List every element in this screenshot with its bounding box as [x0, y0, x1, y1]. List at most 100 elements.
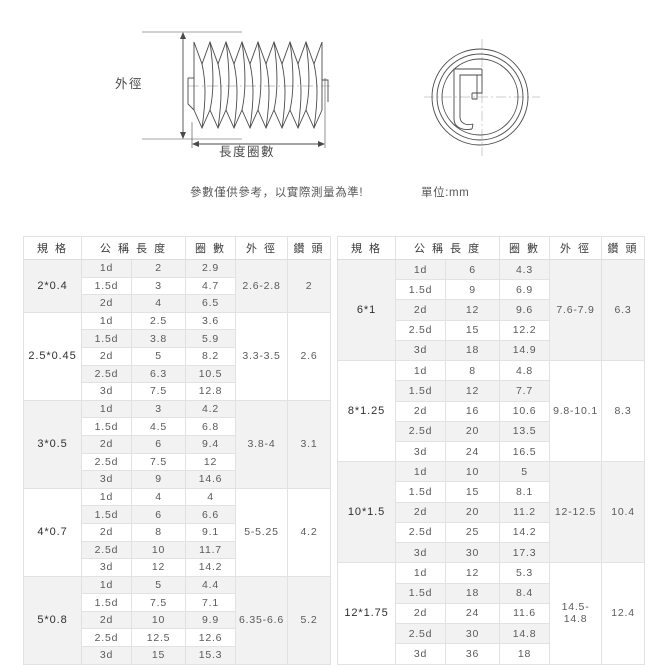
nominal-length-value: 7.5 [130, 593, 187, 612]
turns-value: 12 [185, 452, 237, 472]
spec-group-label: 2.5*0.45 [23, 311, 82, 401]
table-row: 2.5d 25 14.2 [338, 521, 645, 544]
turns-value: 6.5 [185, 294, 237, 313]
nominal-length-label: 2.5d [81, 540, 132, 560]
table-row: 1.5d 4.5 6.8 [24, 417, 331, 436]
drill-value: 6.3 [601, 258, 646, 362]
turns-value: 18 [499, 643, 551, 665]
spec-group-label: 6*1 [337, 258, 397, 362]
turns-value: 4.8 [499, 360, 551, 382]
turns-value: 5.9 [185, 329, 237, 348]
nominal-length-value: 24 [445, 602, 501, 624]
nominal-length-label: 1.5d [395, 582, 447, 604]
drill-value: 8.3 [601, 360, 646, 463]
turns-value: 12.2 [499, 319, 551, 341]
nominal-length-value: 12 [445, 299, 501, 321]
nominal-length-value: 4 [130, 294, 187, 313]
nominal-length-label: 3d [395, 440, 447, 463]
nominal-length-label: 1.5d [395, 481, 447, 503]
nominal-length-value: 6 [130, 434, 187, 454]
header-spec: 規 格 [337, 236, 397, 260]
table-row: 2.5d 7.5 12 [24, 452, 331, 472]
nominal-length-label: 1d [81, 487, 132, 507]
outer-diameter-value: 6.35-6.6 [235, 575, 289, 665]
nominal-length-label: 1d [81, 399, 132, 419]
turns-value: 4.7 [185, 276, 237, 296]
turns-value: 6.9 [499, 279, 551, 301]
nominal-length-value: 20 [445, 420, 501, 442]
nominal-length-value: 2.5 [130, 311, 187, 331]
spec-group-label: 5*0.8 [23, 575, 82, 665]
nominal-length-value: 12 [445, 380, 501, 402]
header-outer-diameter: 外 徑 [549, 236, 603, 260]
drill-value: 4.2 [287, 487, 332, 577]
turns-value: 14.8 [499, 622, 551, 645]
coil-insert-side-view-icon [142, 31, 330, 148]
nominal-length-label: 1.5d [81, 593, 132, 612]
nominal-length-value: 4.5 [130, 417, 187, 436]
outer-diameter-value: 3.8-4 [235, 399, 289, 489]
table-row: 10*1.5 1d 10 5 12-12.5 10.4 [337, 461, 646, 564]
spec-group-label: 8*1.25 [337, 360, 397, 463]
nominal-length-value: 3 [130, 276, 187, 296]
turns-value: 5 [499, 461, 551, 483]
coil-insert-end-view-icon [424, 39, 540, 156]
nominal-length-value: 8 [445, 360, 501, 382]
table-header-row: 規 格 公 稱 長 度 圈 數 外 徑 鑽 頭 [337, 236, 646, 260]
nominal-length-value: 12.5 [130, 628, 187, 648]
turns-value: 9.1 [185, 522, 237, 542]
nominal-length-label: 1.5d [395, 279, 447, 301]
nominal-length-label: 2.5d [81, 452, 132, 472]
turns-value: 4.2 [185, 399, 237, 419]
turns-value: 17.3 [499, 542, 551, 564]
outer-diameter-value: 14.5-14.8 [549, 562, 603, 665]
drill-value: 3.1 [287, 399, 332, 489]
nominal-length-label: 2d [395, 501, 447, 523]
header-spec: 規 格 [23, 236, 82, 260]
nominal-length-value: 15 [130, 646, 187, 665]
nominal-length-value: 10 [130, 540, 187, 560]
nominal-length-value: 9 [130, 470, 187, 489]
nominal-length-label: 1d [81, 311, 132, 331]
nominal-length-label: 2.5d [395, 420, 447, 442]
turns-value: 10.6 [499, 400, 551, 422]
nominal-length-label: 3d [395, 339, 447, 362]
spec-table-left: 規 格 公 稱 長 度 圈 數 外 徑 鑽 頭 2*0.4 1d 2 2.9 2.6-2… [23, 236, 332, 665]
turns-value: 5.3 [499, 562, 551, 584]
drill-value: 10.4 [601, 461, 646, 564]
table-row: 2*0.4 1d 2 2.9 2.6-2.8 2 [23, 259, 332, 313]
turns-value: 14.6 [185, 470, 237, 489]
nominal-length-value: 20 [445, 501, 501, 523]
drill-value: 12.4 [601, 562, 646, 665]
table-row: 8*1.25 1d 8 4.8 9.8-10.1 8.3 [337, 360, 646, 463]
nominal-length-label: 1d [395, 461, 447, 483]
nominal-length-value: 3 [130, 399, 187, 419]
header-drill: 鑽 頭 [287, 236, 332, 260]
turns-value: 8.1 [499, 481, 551, 503]
table-row: 2d 24 11.6 [338, 602, 645, 624]
nominal-length-value: 36 [445, 643, 501, 665]
nominal-length-value: 3.8 [130, 329, 187, 348]
turns-value: 6.6 [185, 505, 237, 524]
nominal-length-label: 2d [395, 299, 447, 321]
spec-group-label: 4*0.7 [23, 487, 82, 577]
length-turns-label: 長度圈數 [219, 145, 276, 159]
drill-value: 2 [287, 259, 332, 313]
table-row: 2.5d 30 14.8 [338, 622, 645, 645]
turns-value: 7.7 [499, 380, 551, 402]
table-row: 3d 7.5 12.8 [24, 382, 331, 401]
turns-value: 6.8 [185, 417, 237, 436]
table-row: 2d 5 8.2 [24, 346, 331, 366]
nominal-length-value: 12 [130, 558, 187, 577]
turns-value: 11.7 [185, 540, 237, 560]
turns-value: 16.5 [499, 440, 551, 463]
turns-value: 10.5 [185, 364, 237, 384]
nominal-length-value: 4 [130, 487, 187, 507]
table-row: 2.5d 15 12.2 [338, 319, 645, 341]
nominal-length-label: 2.5d [81, 364, 132, 384]
nominal-length-label: 3d [81, 558, 132, 577]
header-turns: 圈 數 [185, 236, 237, 260]
nominal-length-label: 2d [395, 602, 447, 624]
nominal-length-value: 24 [445, 440, 501, 463]
nominal-length-label: 1.5d [81, 276, 132, 296]
